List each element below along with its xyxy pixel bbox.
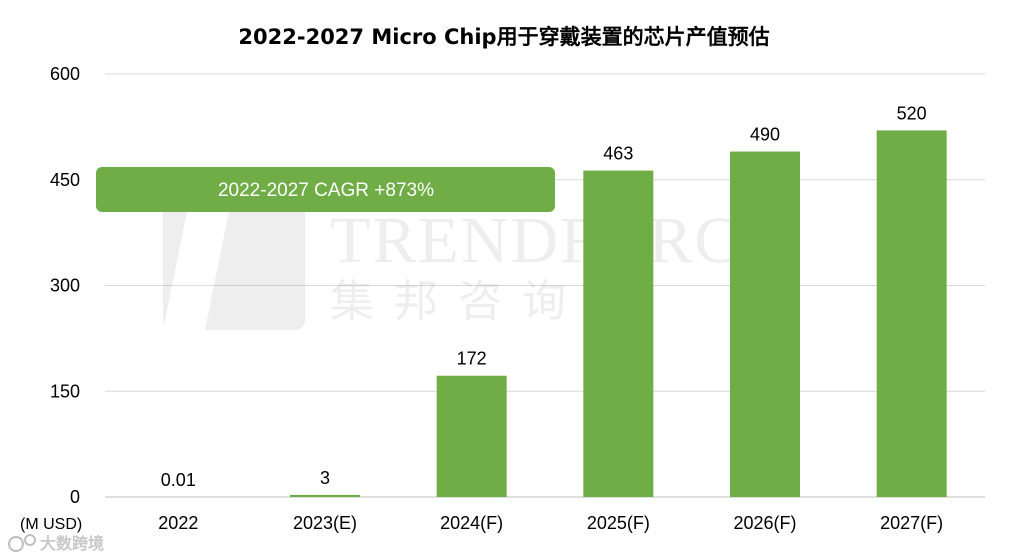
- cagr-text: 2022-2027 CAGR +873%: [218, 180, 434, 201]
- data-label: 0.01: [161, 470, 196, 490]
- trendforce-watermark: TRENDFORCE 集邦咨询: [163, 196, 783, 330]
- logo-icon: [8, 536, 24, 552]
- y-tick-label: 300: [50, 276, 80, 296]
- bars: [143, 130, 947, 498]
- corner-logo-text: 大数跨境: [40, 534, 104, 553]
- x-tick-label: 2022: [158, 513, 198, 533]
- bar: [436, 375, 507, 497]
- x-tick-label: 2024(F): [440, 513, 503, 533]
- data-labels: 0.01 3 172 463 490 520: [161, 103, 927, 490]
- data-label: 172: [457, 349, 487, 369]
- y-tick-label: 0: [70, 487, 80, 507]
- logo-icon-small: [24, 534, 36, 546]
- y-tick-label: 600: [50, 64, 80, 84]
- bar: [583, 170, 654, 497]
- cagr-box: [96, 167, 555, 212]
- x-tick-label: 2023(E): [293, 513, 357, 533]
- data-label: 520: [897, 103, 927, 123]
- data-label: 3: [320, 468, 330, 488]
- corner-logo: 大数跨境: [8, 534, 104, 553]
- watermark-text: TRENDFORCE: [330, 204, 783, 277]
- x-tick-label: 2025(F): [587, 513, 650, 533]
- cagr-annotation: 2022-2027 CAGR +873%: [96, 167, 555, 212]
- x-tick-label: 2027(F): [880, 513, 943, 533]
- y-tick-label: 450: [50, 170, 80, 190]
- chart-title: 2022-2027 Micro Chip用于穿戴装置的芯片产值预估: [238, 25, 769, 49]
- y-axis-ticks: 0 150 300 450 600: [50, 64, 80, 507]
- x-tick-label: 2026(F): [733, 513, 796, 533]
- watermark-subtext: 集邦咨询: [330, 276, 586, 327]
- bar: [730, 151, 800, 498]
- unit-label: (M USD): [20, 516, 82, 533]
- data-label: 463: [603, 144, 633, 164]
- y-tick-label: 150: [50, 381, 80, 401]
- bar: [876, 130, 947, 497]
- data-label: 490: [750, 125, 780, 145]
- bar: [290, 494, 360, 497]
- x-axis-ticks: 2022 2023(E) 2024(F) 2025(F) 2026(F) 2027(F): [158, 513, 943, 533]
